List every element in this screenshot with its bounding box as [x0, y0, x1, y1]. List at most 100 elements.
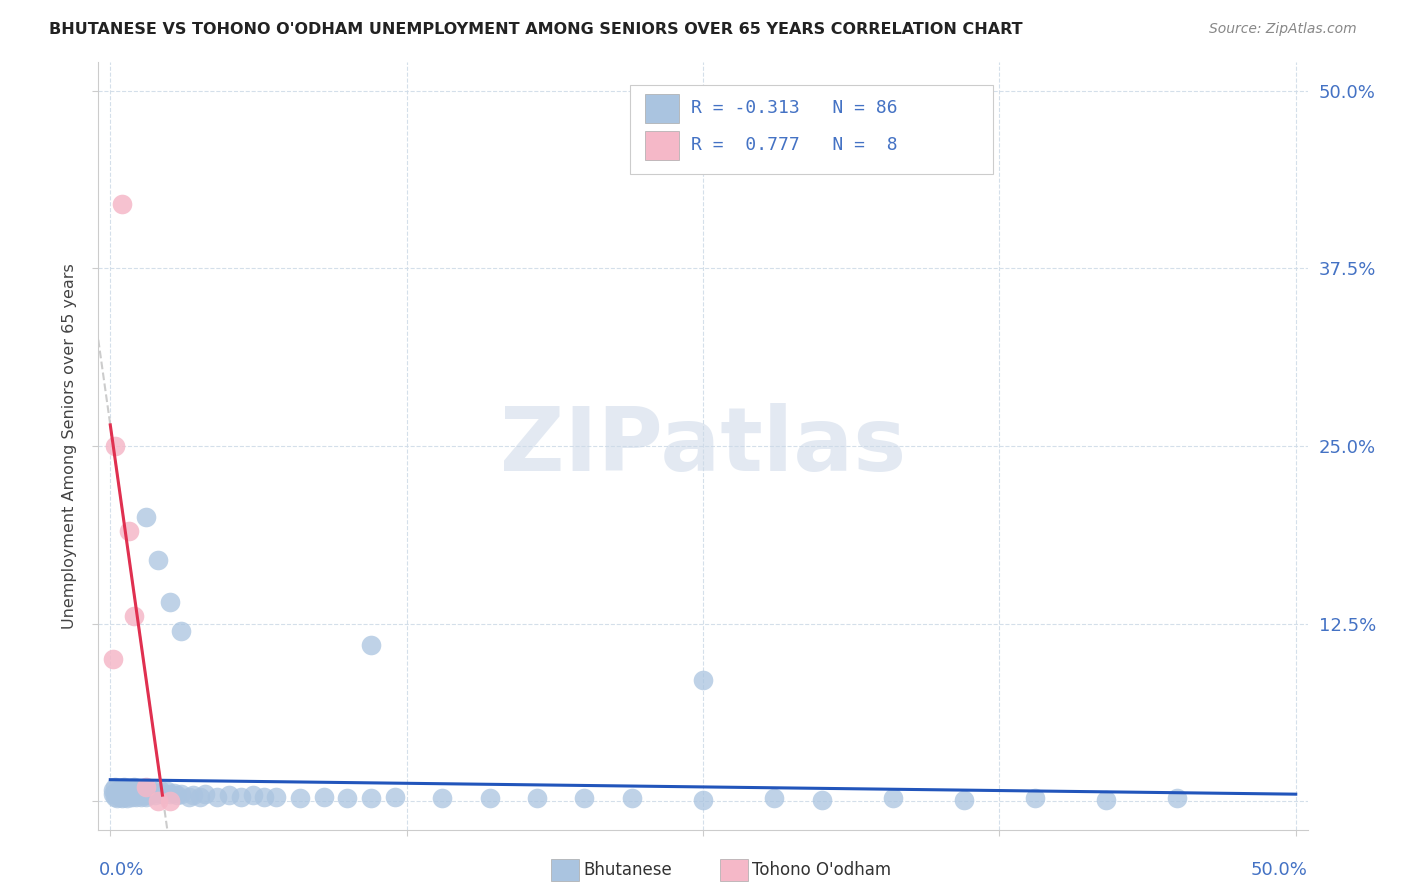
Point: [125, 789, 148, 804]
Point: [229, 789, 252, 804]
Point: [170, 787, 193, 801]
Point: [146, 786, 169, 800]
Point: [128, 787, 150, 801]
Point: [143, 789, 166, 803]
Point: [118, 524, 141, 539]
FancyBboxPatch shape: [630, 86, 993, 174]
Point: [104, 786, 127, 800]
Point: [205, 789, 228, 804]
Point: [952, 793, 974, 807]
Point: [336, 791, 359, 805]
Point: [1024, 791, 1046, 805]
Point: [118, 786, 141, 800]
Point: [1166, 791, 1188, 805]
Point: [159, 787, 181, 801]
Point: [152, 787, 174, 801]
Text: 0.0%: 0.0%: [98, 861, 143, 879]
Point: [156, 784, 179, 798]
Point: [360, 791, 382, 805]
Point: [104, 780, 127, 794]
Point: [101, 652, 124, 666]
Point: [114, 780, 136, 794]
Point: [122, 789, 145, 803]
Point: [122, 780, 145, 794]
Point: [692, 673, 714, 688]
Point: [121, 787, 143, 801]
Text: ZIPatlas: ZIPatlas: [501, 402, 905, 490]
Point: [218, 789, 240, 803]
Point: [108, 782, 131, 797]
Point: [163, 786, 186, 800]
Point: [111, 791, 134, 805]
Point: [135, 780, 157, 794]
Point: [159, 794, 181, 808]
Point: [132, 784, 155, 798]
Point: [136, 786, 159, 800]
Point: [108, 789, 131, 804]
Point: [190, 789, 212, 804]
Point: [692, 793, 714, 807]
Point: [111, 197, 134, 211]
Point: [136, 789, 159, 803]
Point: [105, 789, 128, 803]
Point: [312, 789, 335, 804]
Point: [104, 789, 127, 804]
Point: [1095, 793, 1118, 807]
Point: [526, 791, 548, 805]
Point: [478, 791, 501, 805]
Point: [118, 789, 141, 803]
Point: [114, 789, 136, 804]
Point: [181, 789, 204, 803]
Point: [135, 510, 157, 524]
Point: [264, 789, 287, 804]
Point: [177, 789, 200, 804]
FancyBboxPatch shape: [645, 94, 679, 123]
Point: [159, 595, 181, 609]
Point: [122, 609, 145, 624]
Point: [139, 787, 162, 801]
Point: [882, 791, 904, 805]
Point: [122, 784, 145, 798]
Point: [166, 789, 188, 803]
Point: [114, 784, 136, 798]
Point: [129, 786, 152, 800]
Point: [288, 791, 311, 805]
Point: [115, 782, 138, 797]
Point: [384, 789, 406, 804]
Point: [111, 786, 134, 800]
Point: [111, 781, 134, 796]
Text: Bhutanese: Bhutanese: [583, 861, 672, 879]
Y-axis label: Unemployment Among Seniors over 65 years: Unemployment Among Seniors over 65 years: [62, 263, 77, 629]
Point: [149, 782, 172, 797]
Point: [146, 552, 169, 566]
Point: [194, 787, 217, 801]
Point: [763, 791, 786, 805]
Point: [242, 789, 264, 803]
Text: R =  0.777   N =  8: R = 0.777 N = 8: [690, 136, 897, 154]
Point: [135, 789, 157, 804]
Point: [115, 787, 138, 801]
Text: R = -0.313   N = 86: R = -0.313 N = 86: [690, 100, 897, 118]
Point: [101, 782, 124, 797]
Point: [129, 789, 152, 804]
Point: [128, 782, 150, 797]
Text: 50.0%: 50.0%: [1251, 861, 1308, 879]
FancyBboxPatch shape: [645, 131, 679, 160]
Point: [135, 782, 157, 797]
Point: [118, 781, 141, 796]
Point: [574, 791, 596, 805]
Point: [104, 439, 127, 453]
Point: [142, 784, 165, 798]
Point: [111, 789, 134, 803]
Text: Tohono O'odham: Tohono O'odham: [752, 861, 891, 879]
Point: [146, 794, 169, 808]
Point: [132, 789, 155, 803]
Point: [360, 638, 382, 652]
Point: [121, 789, 143, 804]
Point: [115, 791, 138, 805]
Point: [101, 787, 124, 801]
Point: [125, 786, 148, 800]
Point: [620, 791, 643, 805]
Point: [105, 784, 128, 798]
Point: [432, 791, 454, 805]
